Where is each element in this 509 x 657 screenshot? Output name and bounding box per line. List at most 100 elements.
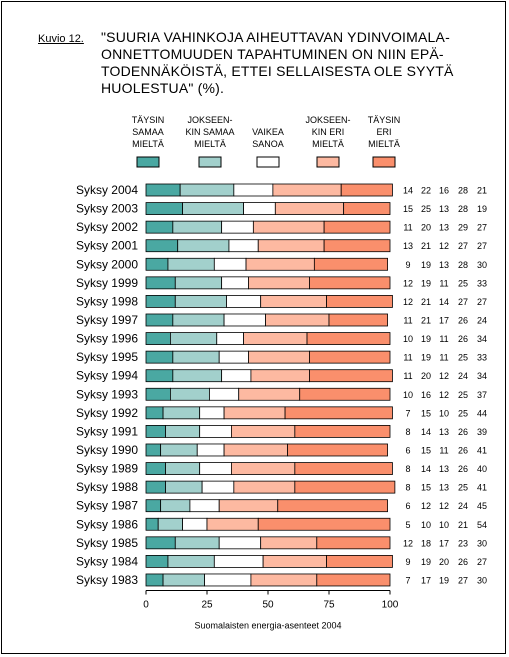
bar-segment <box>145 350 174 364</box>
data-label: 25 <box>458 278 468 288</box>
data-label: 22 <box>421 186 431 196</box>
category-label: Syksy 1995 <box>76 350 138 364</box>
data-label: 27 <box>458 575 468 585</box>
bar-segment <box>167 257 215 271</box>
category-label: Syksy 1983 <box>76 573 138 587</box>
bar-segment <box>216 332 244 345</box>
data-label: 19 <box>421 557 431 567</box>
bar-segment <box>165 425 201 438</box>
data-label: 19 <box>421 334 431 344</box>
data-label: 14 <box>421 427 431 437</box>
bar-segment <box>160 499 191 513</box>
bar-segment <box>201 480 235 494</box>
legend-swatch <box>256 156 280 168</box>
bar-segment <box>245 257 315 271</box>
bar-segment <box>165 480 203 494</box>
bar-segment <box>309 350 391 364</box>
bar-segment <box>218 536 262 550</box>
category-label: Syksy 1990 <box>76 443 138 457</box>
data-label: 25 <box>458 483 468 493</box>
bar-segment <box>145 443 162 457</box>
bar-segment <box>223 443 288 457</box>
data-label: 20 <box>439 557 449 567</box>
bar-segment <box>174 295 227 308</box>
bar-segment <box>226 295 262 308</box>
bar-segment <box>199 462 232 475</box>
legend-swatch <box>316 156 340 168</box>
bar-segment <box>206 517 259 531</box>
bar-segment <box>243 202 276 215</box>
bar-segment <box>250 573 318 587</box>
bar-segment <box>309 276 391 290</box>
bar-segment <box>145 202 183 215</box>
data-label: 28 <box>458 260 468 270</box>
category-label: Syksy 1993 <box>76 387 138 401</box>
bar-segment <box>145 555 169 568</box>
title-line: "SUURIA VAHINKOJA AIHEUTTAVAN YDINVOIMAL… <box>101 29 450 45</box>
bar-segment <box>145 369 174 383</box>
data-label: 10 <box>403 334 413 344</box>
bar-segment <box>174 276 223 290</box>
bar-segment <box>228 239 259 253</box>
data-label: 26 <box>458 427 468 437</box>
data-label: 19 <box>421 260 431 270</box>
bar-segment <box>162 573 205 587</box>
category-label: Syksy 2000 <box>76 257 138 271</box>
bar-segment <box>145 387 171 401</box>
data-label: 21 <box>477 186 487 196</box>
title-line: ONNETTOMUUDEN TAPAHTUMINEN ON NIIN EPÄ- <box>101 46 444 62</box>
legend-label: VAIKEA <box>252 127 284 137</box>
category-label: Syksy 2003 <box>76 202 138 216</box>
data-label: 14 <box>439 297 449 307</box>
legend-label: MIELTÄ <box>368 139 400 149</box>
data-label: 10 <box>421 520 431 530</box>
bar-segment <box>157 517 183 531</box>
bar-segment <box>221 276 249 290</box>
data-label: 26 <box>458 464 468 474</box>
data-label: 17 <box>439 538 449 548</box>
x-tick-label: 100 <box>382 600 399 611</box>
legend-label: SANOA <box>252 139 284 149</box>
data-label: 39 <box>477 427 487 437</box>
data-label: 13 <box>403 241 413 251</box>
category-label: Syksy 1989 <box>76 462 138 476</box>
data-label: 19 <box>421 278 431 288</box>
data-label: 7 <box>405 575 410 585</box>
data-label: 11 <box>403 371 412 381</box>
bar-segment <box>209 387 240 401</box>
bar-segment <box>145 220 174 234</box>
legend-label: TÄYSIN <box>368 115 401 125</box>
data-label: 15 <box>421 408 431 418</box>
chart-title: "SUURIA VAHINKOJA AIHEUTTAVAN YDINVOIMAL… <box>101 29 501 97</box>
bar-segment <box>257 239 325 253</box>
data-label: 13 <box>439 260 449 270</box>
data-label: 19 <box>421 353 431 363</box>
data-label: 24 <box>458 501 468 511</box>
bar-segment <box>238 387 301 401</box>
data-label: 13 <box>439 464 449 474</box>
bar-segment <box>169 332 218 345</box>
bar-segment <box>313 257 388 271</box>
bar-segment <box>174 536 220 550</box>
bar-segment <box>165 462 201 475</box>
data-label: 28 <box>458 204 468 214</box>
legend-label: TÄYSIN <box>132 115 165 125</box>
legend-swatch <box>372 156 396 168</box>
data-label: 33 <box>477 353 487 363</box>
data-label: 27 <box>458 297 468 307</box>
data-label: 26 <box>458 315 468 325</box>
data-label: 27 <box>477 297 487 307</box>
data-label: 11 <box>439 334 448 344</box>
bar-segment <box>162 406 201 420</box>
legend-label: MIELTÄ <box>194 139 226 149</box>
bar-segment <box>309 369 393 383</box>
data-label: 33 <box>477 278 487 288</box>
data-label: 15 <box>421 483 431 493</box>
data-label: 19 <box>477 204 487 214</box>
bar-segment <box>179 183 235 197</box>
bar-segment <box>145 480 166 494</box>
category-label: Syksy 1988 <box>76 480 138 494</box>
data-label: 21 <box>458 520 468 530</box>
bar-segment <box>145 313 174 327</box>
bar-segment <box>272 183 342 197</box>
